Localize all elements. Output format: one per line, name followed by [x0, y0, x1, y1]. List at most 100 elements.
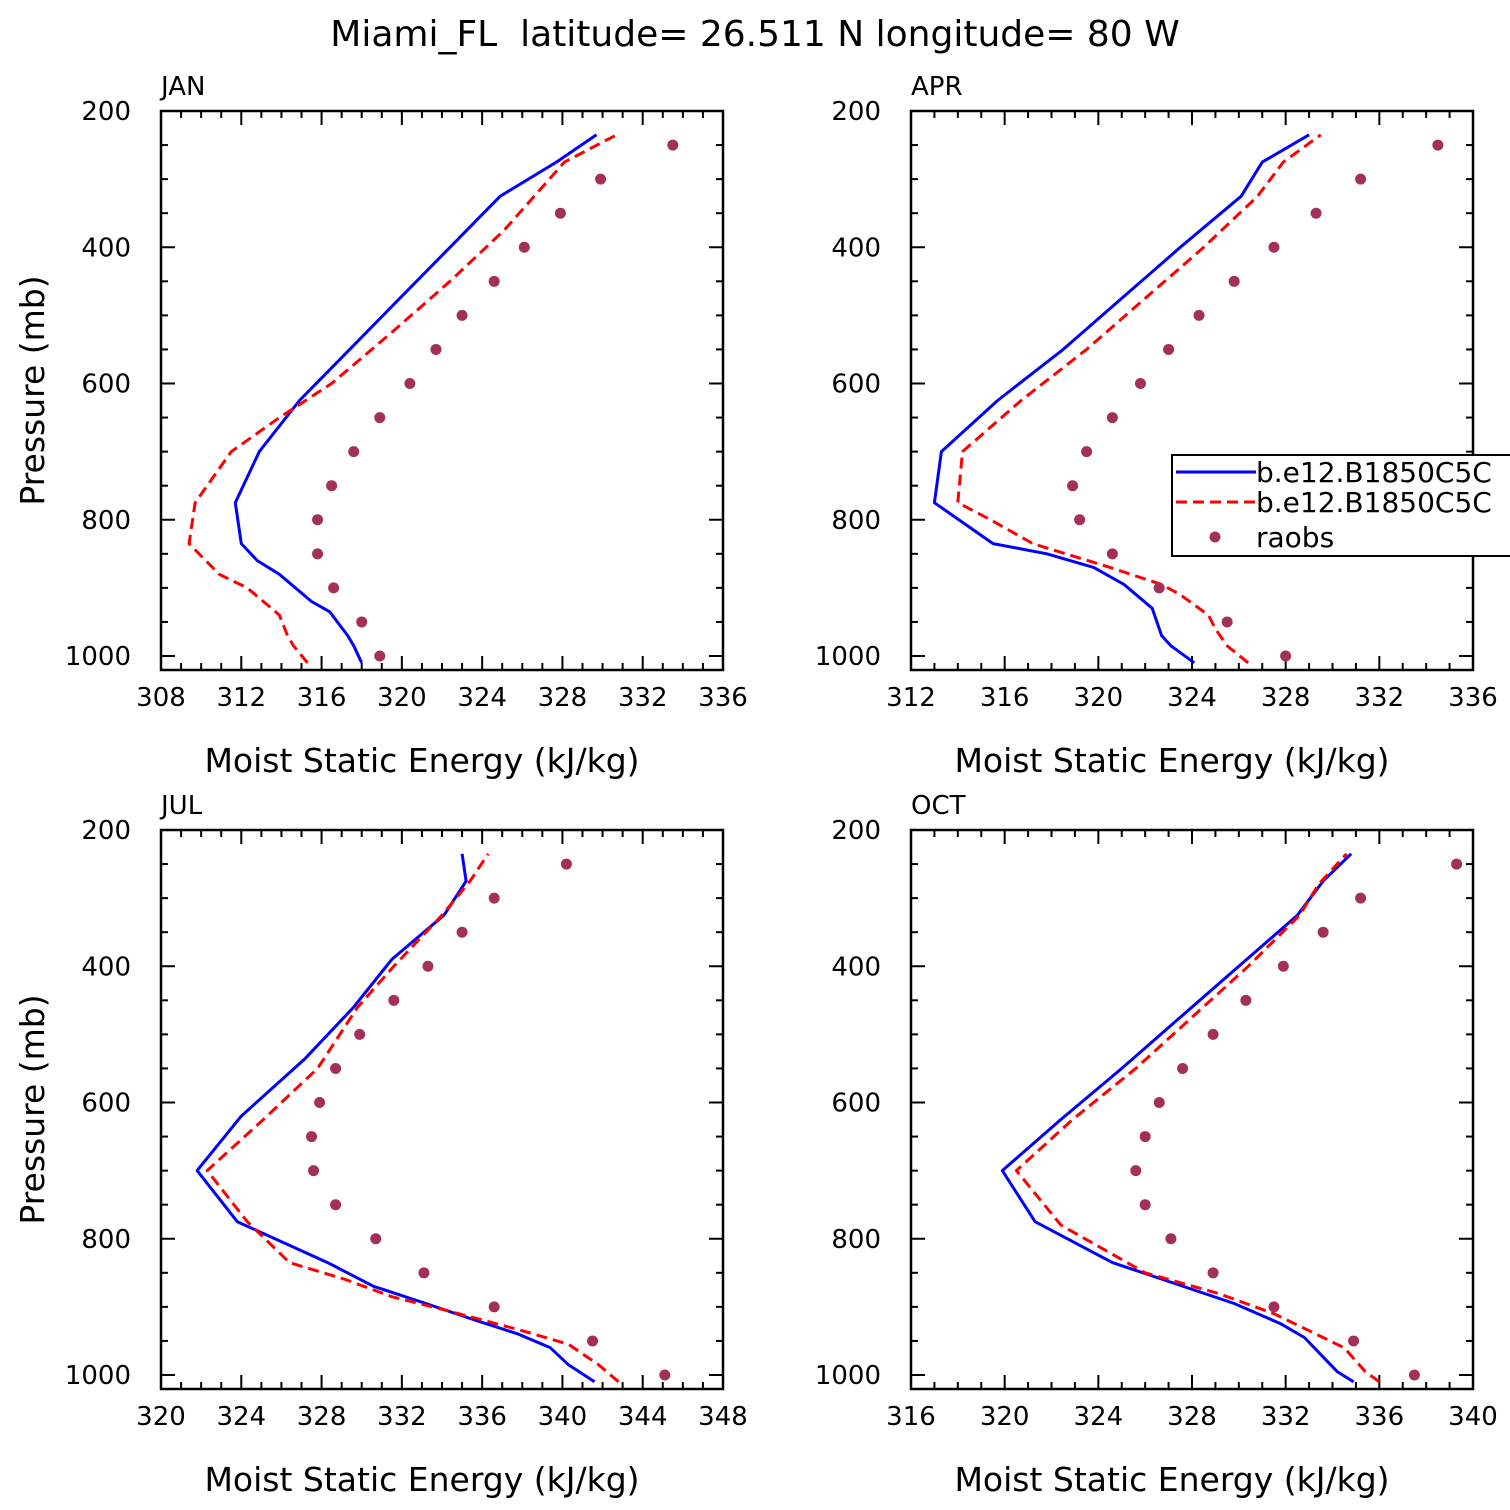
- y-axis-label: Pressure (mb): [13, 994, 52, 1224]
- model-series-solid-line: [1000, 852, 1355, 1384]
- raobs-point: [1139, 1131, 1151, 1143]
- y-tick-label: 400: [81, 233, 131, 263]
- raobs-point: [312, 548, 324, 560]
- raobs-point: [312, 514, 324, 526]
- x-tick-label: 328: [538, 683, 588, 713]
- model-series-dashed-line: [205, 852, 620, 1383]
- raobs-point: [1432, 139, 1444, 151]
- x-tick-label: 336: [1448, 683, 1498, 713]
- model-series-dashed-line: [1014, 852, 1381, 1384]
- x-tick-label: 320: [1074, 683, 1124, 713]
- raobs-point: [488, 1301, 500, 1313]
- x-tick-label: 332: [1355, 683, 1405, 713]
- raobs-point: [1165, 1233, 1177, 1245]
- x-tick-label: 340: [1448, 1402, 1498, 1432]
- model-series-solid-line: [932, 133, 1310, 665]
- y-tick-label: 400: [831, 233, 881, 263]
- panel-jan: JAN 308 312 316 320 324 328 332 336 200 400 600 800 1…: [13, 72, 748, 780]
- raobs-point: [356, 616, 368, 628]
- raobs-point: [554, 207, 566, 219]
- x-tick-label: 324: [1167, 683, 1217, 713]
- legend-label: b.e12.B1850C5C: [1256, 486, 1492, 519]
- raobs-point: [587, 1335, 599, 1347]
- y-axis-label: Pressure (mb): [13, 275, 52, 505]
- y-tick-label: 600: [831, 1089, 881, 1119]
- raobs-point: [422, 960, 434, 972]
- y-tick-label: 200: [831, 816, 881, 846]
- plot-frame: [909, 828, 1475, 1391]
- series-group: [1000, 852, 1463, 1384]
- raobs-point: [374, 412, 386, 424]
- raobs-point: [1074, 514, 1086, 526]
- raobs-point: [370, 1233, 382, 1245]
- raobs-point: [1153, 582, 1165, 594]
- x-tick-label: 344: [618, 1402, 668, 1432]
- raobs-point: [667, 139, 679, 151]
- y-tick-label: 800: [81, 1225, 131, 1255]
- panels: JAN 308 312 316 320 324 328 332 336 200 400 600 800 1…: [13, 72, 1510, 1499]
- raobs-point: [1081, 446, 1093, 458]
- raobs-point: [314, 1097, 326, 1108]
- panel-apr: APR 312 316 320 324 328 332 336 200 400 600 800 1000…: [815, 72, 1498, 780]
- x-tick-label: 328: [297, 1402, 347, 1432]
- y-tick-label: 1000: [65, 1361, 131, 1391]
- raobs-point: [1228, 275, 1240, 287]
- x-tick-label: 340: [538, 1402, 588, 1432]
- raobs-point: [1106, 412, 1118, 424]
- x-tick-label: 308: [136, 683, 186, 713]
- y-tick-label: 1000: [65, 642, 131, 672]
- x-tick-label: 328: [1167, 1402, 1217, 1432]
- raobs-point: [348, 446, 360, 458]
- raobs-point: [374, 650, 386, 662]
- raobs-point: [1067, 480, 1079, 492]
- x-tick-label: 332: [1261, 1402, 1311, 1432]
- panel-title: APR: [911, 72, 963, 102]
- y-tick-label: 600: [831, 370, 881, 400]
- x-tick-label: 336: [457, 1402, 507, 1432]
- raobs-point: [1355, 173, 1367, 185]
- raobs-point: [1177, 1062, 1189, 1074]
- legend-label: raobs: [1256, 521, 1334, 554]
- raobs-point: [1207, 1028, 1219, 1040]
- figure-title: Miami_FL latitude= 26.511 N longitude= 8…: [330, 14, 1179, 55]
- series-group: [187, 133, 679, 664]
- raobs-point: [1153, 1097, 1165, 1108]
- raobs-point: [1408, 1369, 1420, 1381]
- x-tick-label: 336: [698, 683, 748, 713]
- raobs-point: [659, 1369, 671, 1381]
- raobs-point: [456, 926, 468, 938]
- x-tick-label: 316: [980, 683, 1030, 713]
- x-axis-label: Moist Static Energy (kJ/kg): [954, 1460, 1389, 1499]
- y-tick-label: 200: [831, 97, 881, 127]
- legend-label: b.e12.B1850C5C: [1256, 456, 1492, 489]
- legend-dot-marker: [1209, 531, 1221, 543]
- x-axis-label: Moist Static Energy (kJ/kg): [204, 1460, 639, 1499]
- raobs-point: [404, 378, 416, 389]
- x-tick-label: 316: [297, 683, 347, 713]
- x-tick-label: 348: [698, 1402, 748, 1432]
- raobs-point: [595, 173, 607, 185]
- y-tick-label: 1000: [815, 1361, 881, 1391]
- y-tick-label: 1000: [815, 642, 881, 672]
- raobs-point: [1268, 1301, 1280, 1313]
- x-tick-label: 312: [216, 683, 266, 713]
- raobs-point: [1130, 1165, 1142, 1177]
- raobs-point: [354, 1028, 366, 1040]
- raobs-point: [1106, 548, 1118, 560]
- x-tick-label: 336: [1355, 1402, 1405, 1432]
- panel-oct: OCT 316 320 324 328 332 336 340 200 400 600 800 1000…: [815, 791, 1498, 1499]
- raobs-point: [1310, 207, 1322, 219]
- y-tick-label: 600: [81, 370, 131, 400]
- y-tick-label: 200: [81, 97, 131, 127]
- raobs-point: [1277, 960, 1289, 972]
- series-group: [932, 133, 1444, 665]
- x-tick-label: 316: [886, 1402, 936, 1432]
- raobs-point: [308, 1165, 320, 1177]
- raobs-point: [418, 1267, 430, 1279]
- raobs-point: [1317, 926, 1329, 938]
- panel-title: JAN: [159, 72, 205, 102]
- y-tick-label: 400: [81, 952, 131, 982]
- x-tick-label: 320: [980, 1402, 1030, 1432]
- raobs-point: [1451, 858, 1463, 870]
